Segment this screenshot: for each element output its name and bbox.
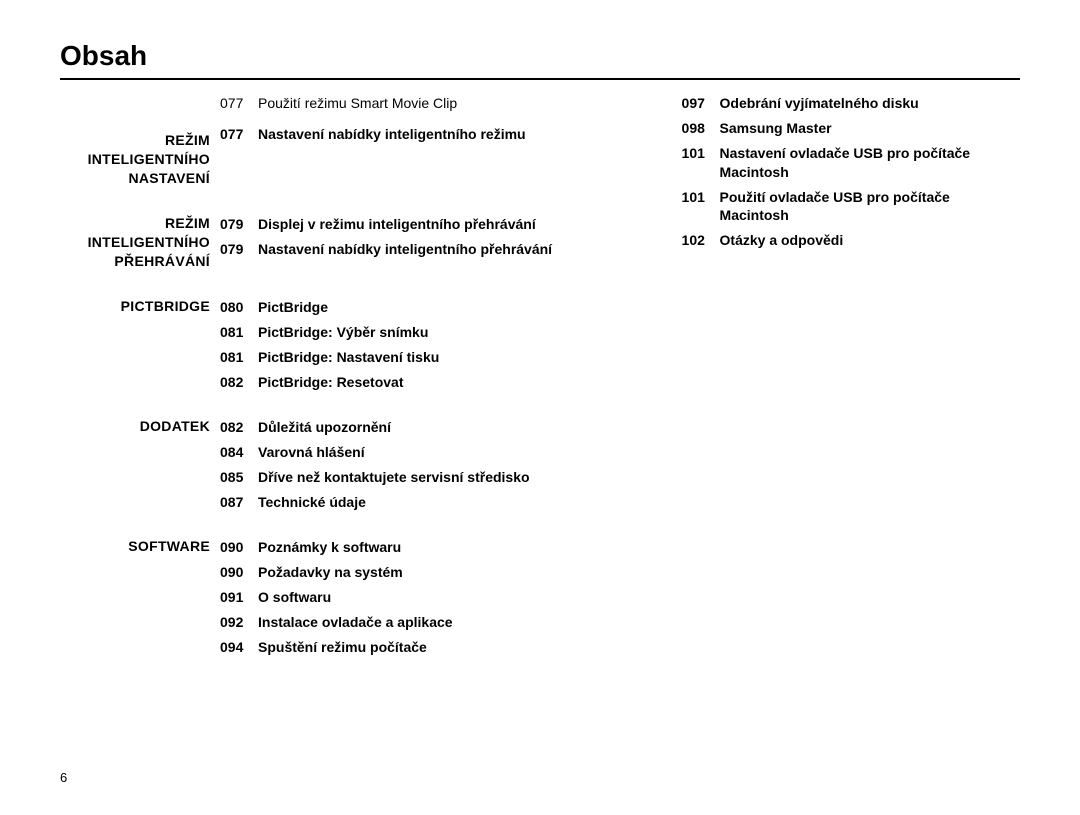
section-label: SOFTWARE bbox=[60, 538, 210, 656]
toc-page: 102 bbox=[682, 231, 720, 250]
toc-entry: 094Spuštění režimu počítače bbox=[220, 638, 602, 657]
section-label-text: DODATEK bbox=[60, 418, 210, 437]
toc-entry: 084Varovná hlášení bbox=[220, 443, 602, 462]
toc-entry: 090Poznámky k softwaru bbox=[220, 538, 602, 557]
section-label-text: PŘEHRÁVÁNÍ bbox=[60, 253, 210, 272]
toc-title: Použití ovladače USB pro počítače Macint… bbox=[720, 188, 1020, 226]
section-label-text bbox=[60, 94, 210, 113]
toc-page: 092 bbox=[220, 613, 258, 632]
toc-title: Odebrání vyjímatelného disku bbox=[720, 94, 919, 113]
section-label: PICTBRIDGE bbox=[60, 298, 210, 392]
section-label: REŽIMINTELIGENTNÍHONASTAVENÍ bbox=[60, 94, 210, 189]
toc-page: 079 bbox=[220, 240, 258, 259]
toc-title: Otázky a odpovědi bbox=[720, 231, 844, 250]
toc-page: 090 bbox=[220, 538, 258, 557]
section-label: DODATEK bbox=[60, 418, 210, 512]
toc-entry: 101Nastavení ovladače USB pro počítače M… bbox=[682, 144, 1020, 182]
toc-page: 081 bbox=[220, 323, 258, 342]
toc-entry: 077Nastavení nabídky inteligentního reži… bbox=[220, 125, 602, 144]
toc-entry: 098Samsung Master bbox=[682, 119, 1020, 138]
page-title: Obsah bbox=[60, 40, 1020, 80]
left-column: REŽIMINTELIGENTNÍHONASTAVENÍREŽIMINTELIG… bbox=[60, 94, 602, 682]
toc-page: 079 bbox=[220, 215, 258, 234]
toc-entry: 091O softwaru bbox=[220, 588, 602, 607]
toc-title: Instalace ovladače a aplikace bbox=[258, 613, 453, 632]
section-entries: 090Poznámky k softwaru090Požadavky na sy… bbox=[220, 538, 602, 656]
section-label-text: INTELIGENTNÍHO bbox=[60, 234, 210, 253]
section-label-text: NASTAVENÍ bbox=[60, 170, 210, 189]
toc-title: Technické údaje bbox=[258, 493, 366, 512]
toc-page: 085 bbox=[220, 468, 258, 487]
toc-title: Samsung Master bbox=[720, 119, 832, 138]
toc-title: PictBridge: Výběr snímku bbox=[258, 323, 428, 342]
right-entries: 097Odebrání vyjímatelného disku098Samsun… bbox=[682, 94, 1020, 250]
toc-entry: 092Instalace ovladače a aplikace bbox=[220, 613, 602, 632]
toc-page: 091 bbox=[220, 588, 258, 607]
toc-title: Použití režimu Smart Movie Clip bbox=[258, 94, 457, 113]
toc-entry: 081PictBridge: Nastavení tisku bbox=[220, 348, 602, 367]
toc-title: PictBridge: Nastavení tisku bbox=[258, 348, 439, 367]
toc-page: 087 bbox=[220, 493, 258, 512]
section-entries: 077Použití režimu Smart Movie Clip077Nas… bbox=[220, 94, 602, 189]
toc-entry: 097Odebrání vyjímatelného disku bbox=[682, 94, 1020, 113]
toc-title: Požadavky na systém bbox=[258, 563, 403, 582]
toc-page: 082 bbox=[220, 373, 258, 392]
toc-title: Varovná hlášení bbox=[258, 443, 365, 462]
toc-page: 097 bbox=[682, 94, 720, 113]
toc-title: Displej v režimu inteligentního přehrává… bbox=[258, 215, 536, 234]
section-label-text: SOFTWARE bbox=[60, 538, 210, 557]
toc-page: 080 bbox=[220, 298, 258, 317]
toc-page: 101 bbox=[682, 144, 720, 182]
toc-page: 094 bbox=[220, 638, 258, 657]
toc-title: Nastavení nabídky inteligentního přehráv… bbox=[258, 240, 552, 259]
toc-entry: 102Otázky a odpovědi bbox=[682, 231, 1020, 250]
page-number: 6 bbox=[60, 770, 67, 785]
toc-title: Spuštění režimu počítače bbox=[258, 638, 427, 657]
toc-title: Nastavení nabídky inteligentního režimu bbox=[258, 125, 526, 144]
toc-entry: 082PictBridge: Resetovat bbox=[220, 373, 602, 392]
left-entries: 077Použití režimu Smart Movie Clip077Nas… bbox=[220, 94, 602, 682]
toc-title: Důležitá upozornění bbox=[258, 418, 391, 437]
section-entries: 080PictBridge081PictBridge: Výběr snímku… bbox=[220, 298, 602, 392]
section-label-text: PICTBRIDGE bbox=[60, 298, 210, 317]
section-label: REŽIMINTELIGENTNÍHOPŘEHRÁVÁNÍ bbox=[60, 215, 210, 272]
section-label-text: REŽIM bbox=[60, 132, 210, 151]
toc-title: Nastavení ovladače USB pro počítače Maci… bbox=[720, 144, 1020, 182]
toc-entry: 079Nastavení nabídky inteligentního přeh… bbox=[220, 240, 602, 259]
toc-page: 077 bbox=[220, 125, 258, 144]
toc-page: 098 bbox=[682, 119, 720, 138]
section-label-text: INTELIGENTNÍHO bbox=[60, 151, 210, 170]
section-label-text bbox=[60, 113, 210, 132]
section-labels: REŽIMINTELIGENTNÍHONASTAVENÍREŽIMINTELIG… bbox=[60, 94, 210, 682]
toc-title: PictBridge: Resetovat bbox=[258, 373, 403, 392]
toc-page: 101 bbox=[682, 188, 720, 226]
content-columns: REŽIMINTELIGENTNÍHONASTAVENÍREŽIMINTELIG… bbox=[60, 94, 1020, 682]
toc-title: O softwaru bbox=[258, 588, 331, 607]
toc-entry: 082Důležitá upozornění bbox=[220, 418, 602, 437]
right-column: 097Odebrání vyjímatelného disku098Samsun… bbox=[682, 94, 1020, 682]
toc-entry: 101Použití ovladače USB pro počítače Mac… bbox=[682, 188, 1020, 226]
toc-page: 090 bbox=[220, 563, 258, 582]
section-entries: 082Důležitá upozornění084Varovná hlášení… bbox=[220, 418, 602, 512]
toc-entry: 085Dříve než kontaktujete servisní střed… bbox=[220, 468, 602, 487]
toc-title: Poznámky k softwaru bbox=[258, 538, 401, 557]
section-label-text: REŽIM bbox=[60, 215, 210, 234]
toc-title: PictBridge bbox=[258, 298, 328, 317]
toc-entry: 087Technické údaje bbox=[220, 493, 602, 512]
toc-entry: 077Použití režimu Smart Movie Clip bbox=[220, 94, 602, 113]
toc-page: 082 bbox=[220, 418, 258, 437]
toc-entry: 090Požadavky na systém bbox=[220, 563, 602, 582]
toc-title: Dříve než kontaktujete servisní středisk… bbox=[258, 468, 530, 487]
toc-page: 077 bbox=[220, 94, 258, 113]
section-entries: 079Displej v režimu inteligentního přehr… bbox=[220, 215, 602, 272]
toc-entry: 081PictBridge: Výběr snímku bbox=[220, 323, 602, 342]
toc-entry: 079Displej v režimu inteligentního přehr… bbox=[220, 215, 602, 234]
toc-page: 084 bbox=[220, 443, 258, 462]
toc-entry: 080PictBridge bbox=[220, 298, 602, 317]
toc-page: 081 bbox=[220, 348, 258, 367]
